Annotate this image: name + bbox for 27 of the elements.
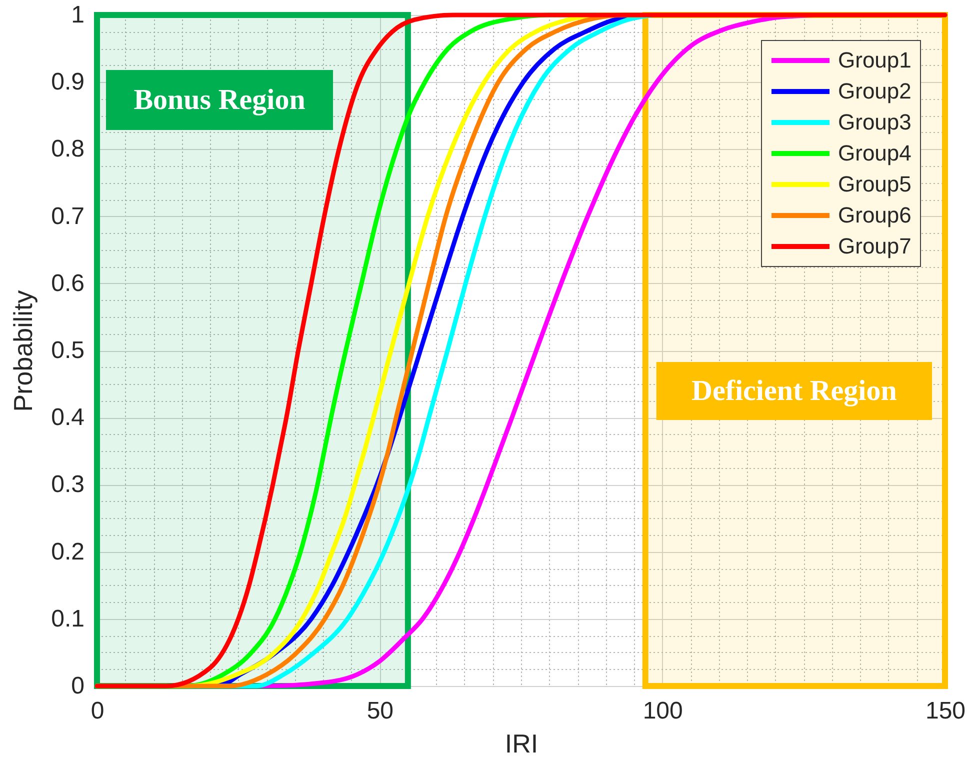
y-tick-label: 0 (71, 672, 84, 700)
line-series (94, 12, 948, 688)
legend-label: Group5 (838, 172, 912, 196)
y-tick-label: 0.1 (51, 605, 84, 632)
x-tick-label: 100 (642, 698, 683, 724)
legend-label: Group7 (838, 234, 912, 258)
band-label: Bonus Region (134, 84, 306, 116)
y-tick-label: 1 (71, 2, 84, 28)
legend-label: Group3 (838, 110, 912, 134)
y-tick-label: 0.6 (51, 270, 84, 297)
y-tick-label: 0.7 (51, 202, 84, 230)
legend-label: Group1 (838, 48, 912, 72)
band-label: Deficient Region (692, 375, 897, 407)
y-tick-label: 0.2 (51, 538, 84, 566)
y-tick-label: 0.8 (51, 136, 84, 163)
y-axis-title: Probability (8, 290, 38, 412)
y-tick-label: 0.9 (51, 68, 84, 96)
y-tick-label: 0.4 (51, 404, 84, 432)
x-tick-label: 0 (90, 698, 104, 724)
y-tick-label: 0.3 (51, 471, 84, 498)
x-tick-label: 150 (925, 698, 966, 724)
legend-label: Group4 (838, 140, 912, 166)
x-tick-label: 50 (366, 698, 394, 724)
legend-label: Group2 (838, 78, 912, 104)
y-tick-label: 0.5 (51, 337, 84, 364)
x-axis-title: IRI (504, 728, 538, 758)
legend-label: Group6 (838, 202, 912, 228)
